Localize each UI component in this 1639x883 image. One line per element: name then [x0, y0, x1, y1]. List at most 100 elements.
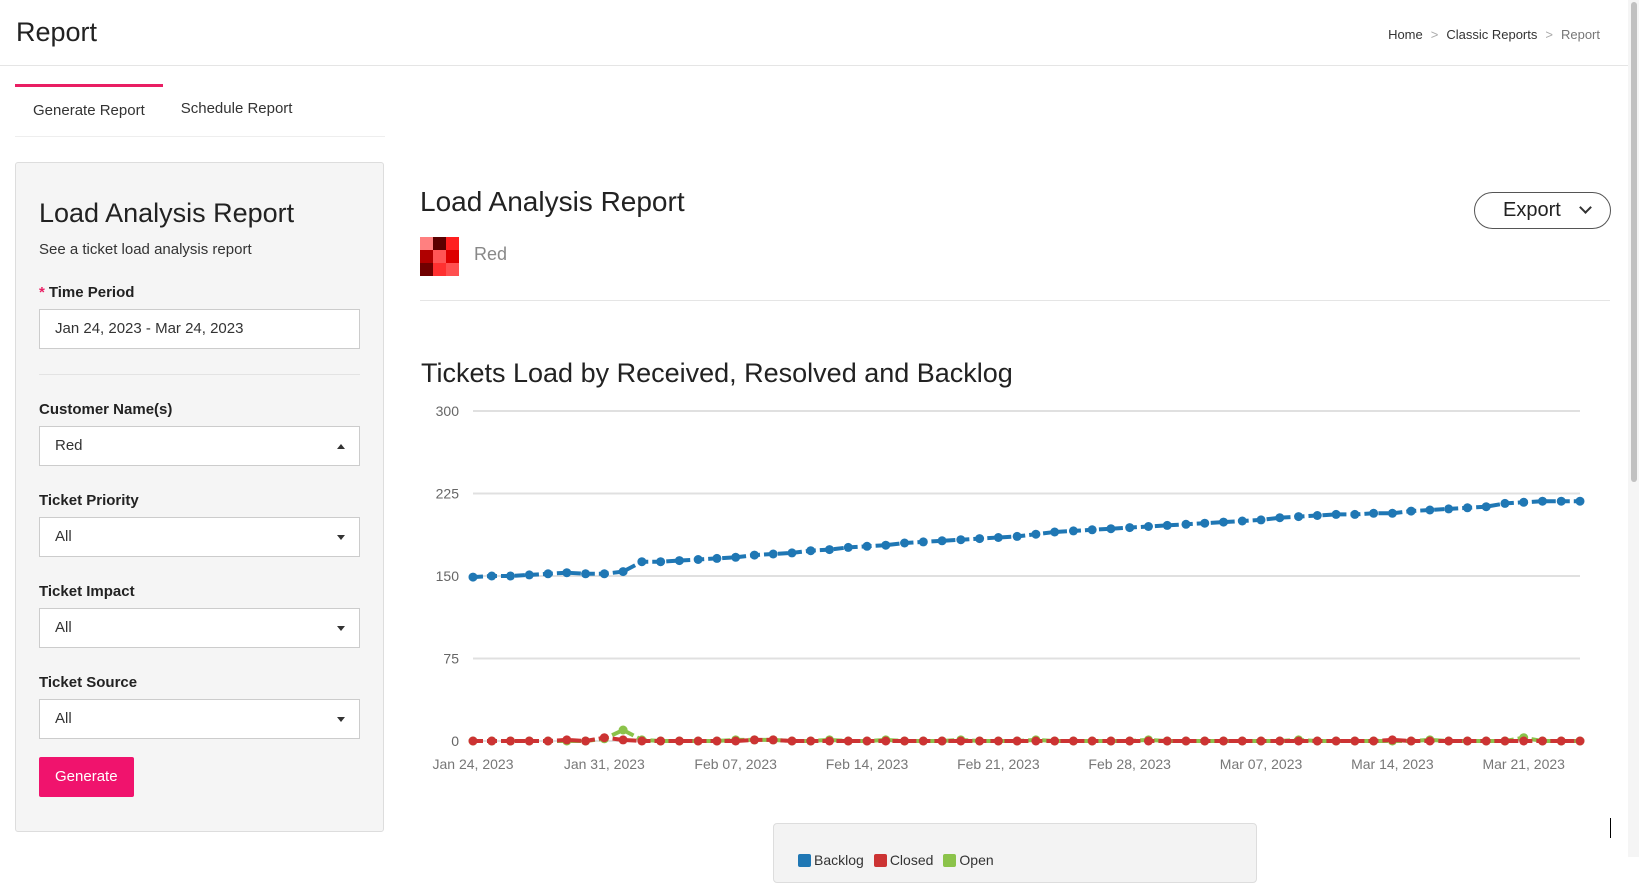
source-label: Ticket Source: [39, 674, 138, 691]
legend-item-backlog[interactable]: Backlog: [798, 852, 864, 868]
data-point-backlog: [1444, 504, 1454, 514]
breadcrumb-separator: >: [1545, 27, 1553, 42]
customer-label: Customer Name(s): [39, 401, 173, 418]
data-point-backlog: [1519, 497, 1529, 507]
caret-up-icon: [337, 444, 345, 449]
data-point-backlog: [975, 534, 985, 544]
data-point-closed: [1556, 736, 1566, 746]
data-point-closed: [1537, 736, 1547, 746]
data-point-closed: [712, 736, 722, 746]
data-point-backlog: [1387, 508, 1397, 518]
time-period-input[interactable]: Jan 24, 2023 - Mar 24, 2023: [39, 309, 360, 349]
data-point-backlog: [506, 571, 516, 581]
data-point-closed: [1444, 736, 1454, 746]
breadcrumb-classic-reports[interactable]: Classic Reports: [1446, 27, 1538, 42]
data-point-backlog: [1275, 513, 1285, 523]
data-point-closed: [787, 736, 797, 746]
x-tick-label: Jan 24, 2023: [433, 756, 514, 772]
logo-tile: [446, 263, 459, 276]
data-point-backlog: [1331, 509, 1341, 519]
data-point-closed: [656, 736, 666, 746]
data-point-closed: [1519, 736, 1529, 746]
data-point-backlog: [1125, 523, 1135, 533]
data-point-backlog: [1462, 503, 1472, 513]
caret-down-icon: [337, 717, 345, 722]
x-tick-label: Mar 07, 2023: [1220, 756, 1303, 772]
logo-tile: [420, 250, 433, 263]
tab-schedule-report[interactable]: Schedule Report: [180, 100, 293, 117]
priority-select[interactable]: All: [39, 517, 360, 557]
breadcrumb: Home > Classic Reports > Report: [1388, 27, 1600, 42]
data-point-backlog: [581, 569, 591, 579]
data-point-backlog: [1237, 516, 1247, 526]
data-point-backlog: [1575, 496, 1585, 506]
data-point-backlog: [524, 570, 534, 580]
logo-tile: [446, 237, 459, 250]
data-point-backlog: [1012, 531, 1022, 541]
data-point-backlog: [562, 568, 572, 578]
data-point-open: [618, 725, 628, 735]
data-point-backlog: [1200, 518, 1210, 528]
data-point-backlog: [656, 557, 666, 567]
legend-label: Backlog: [814, 852, 864, 868]
data-point-closed: [1331, 736, 1341, 746]
data-point-closed: [731, 736, 741, 746]
data-point-closed: [506, 736, 516, 746]
legend-item-open[interactable]: Open: [943, 852, 994, 868]
logo-tile: [433, 263, 446, 276]
data-point-backlog: [468, 572, 478, 582]
page-title: Report: [16, 17, 98, 47]
data-point-backlog: [843, 542, 853, 552]
time-period-label: * Time Period: [39, 284, 135, 301]
tab-generate-report[interactable]: Generate Report: [15, 84, 163, 136]
impact-select[interactable]: All: [39, 608, 360, 648]
data-point-backlog: [1369, 508, 1379, 518]
data-point-closed: [1031, 736, 1041, 746]
scrollbar-thumb[interactable]: [1631, 2, 1637, 482]
impact-label: Ticket Impact: [39, 583, 135, 600]
divider: [420, 300, 1610, 301]
data-point-backlog: [993, 533, 1003, 542]
logo-tile: [433, 250, 446, 263]
line-chart: 0 75 150 225 300 Jan 24, 2023 Jan 31, 2023 Feb …: [433, 405, 1585, 772]
data-point-closed: [1294, 736, 1304, 746]
caret-down-icon: [337, 535, 345, 540]
logo-tile: [433, 237, 446, 250]
generate-button[interactable]: Generate: [39, 757, 134, 797]
data-point-backlog: [1312, 511, 1322, 520]
data-point-backlog: [1106, 524, 1116, 534]
source-select[interactable]: All: [39, 699, 360, 739]
legend-swatch: [798, 854, 811, 867]
required-icon: *: [39, 284, 45, 301]
divider: [39, 374, 360, 375]
data-point-backlog: [693, 555, 703, 564]
data-point-closed: [1575, 736, 1585, 746]
priority-label: Ticket Priority: [39, 492, 139, 509]
x-tick-label: Feb 14, 2023: [826, 756, 909, 772]
export-button[interactable]: Export: [1474, 192, 1611, 229]
data-point-backlog: [637, 557, 647, 567]
legend-label: Closed: [889, 852, 934, 868]
data-point-backlog: [749, 550, 759, 560]
legend-item-closed[interactable]: Closed: [873, 852, 933, 868]
data-point-backlog: [1481, 502, 1491, 512]
data-point-closed: [468, 736, 478, 746]
data-point-closed: [1256, 736, 1266, 746]
data-point-backlog: [1087, 525, 1097, 535]
x-tick-label: Mar 14, 2023: [1351, 756, 1434, 772]
data-point-closed: [1106, 736, 1116, 746]
data-point-closed: [1425, 736, 1435, 746]
data-point-backlog: [618, 567, 628, 577]
customer-select[interactable]: Red: [39, 426, 360, 466]
data-point-backlog: [1425, 505, 1435, 515]
data-point-closed: [918, 736, 928, 746]
data-point-backlog: [731, 552, 741, 562]
breadcrumb-home[interactable]: Home: [1388, 27, 1423, 42]
data-point-backlog: [1256, 515, 1266, 525]
data-point-closed: [1068, 736, 1078, 746]
scrollbar[interactable]: [1628, 0, 1639, 857]
data-point-backlog: [806, 546, 816, 556]
data-point-closed: [693, 736, 703, 746]
data-point-backlog: [768, 549, 778, 559]
data-point-backlog: [918, 537, 928, 547]
